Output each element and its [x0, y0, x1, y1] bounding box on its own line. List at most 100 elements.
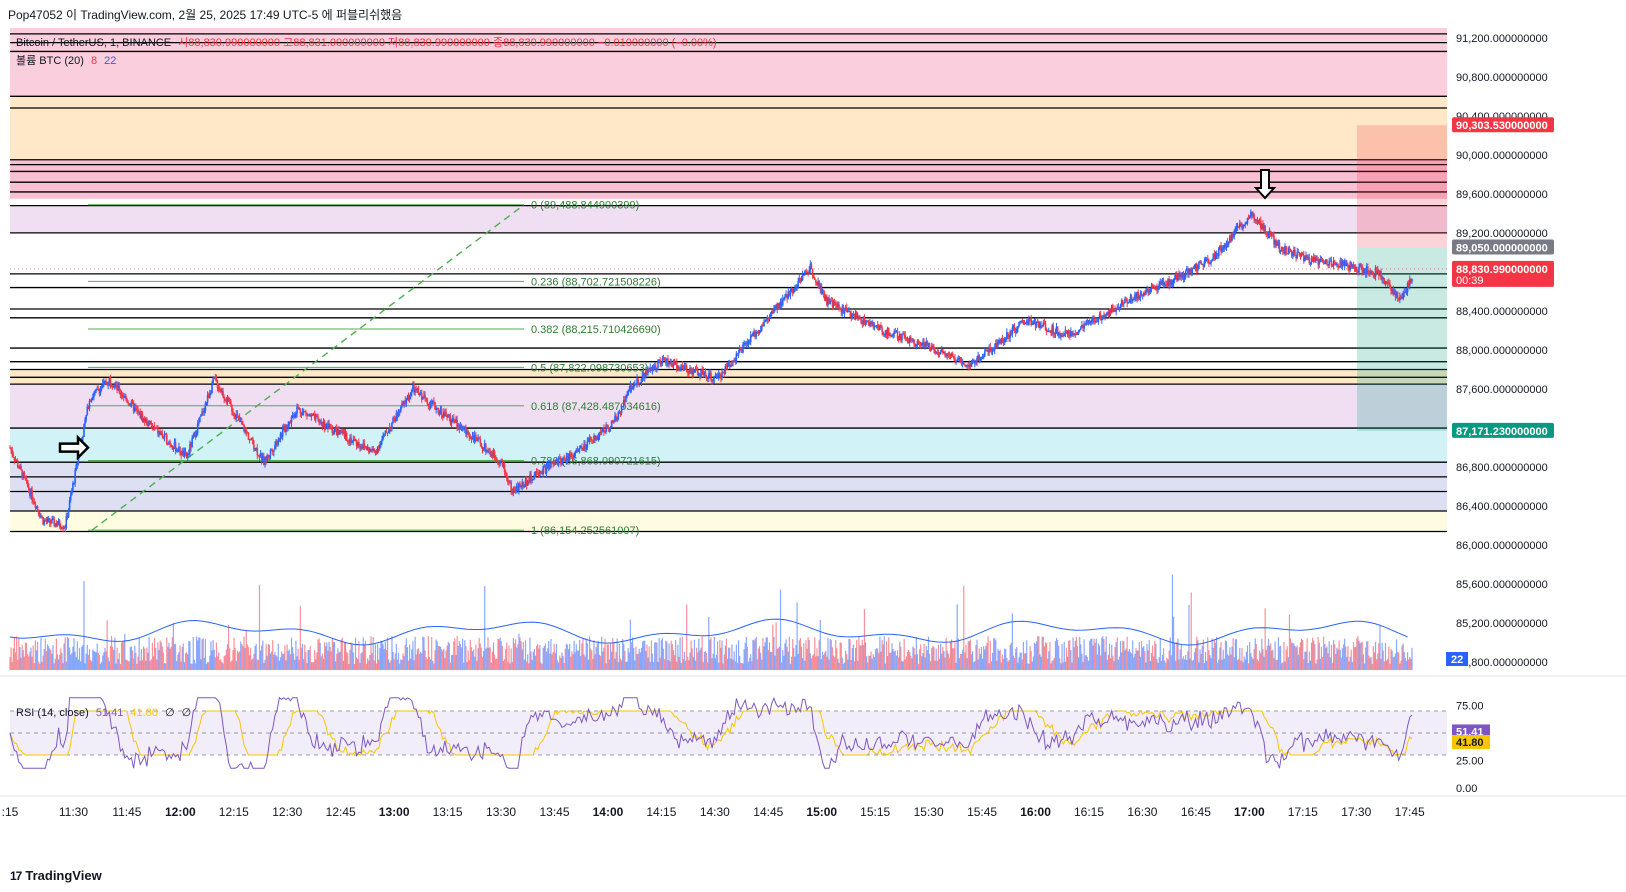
volume-bar — [1321, 656, 1324, 670]
volume-bar — [944, 657, 946, 670]
candle-body — [1328, 260, 1330, 266]
volume-bar — [1114, 647, 1116, 670]
volume-legend[interactable]: 볼륨 BTC (20) 8 22 — [16, 52, 116, 68]
candle-body — [576, 449, 579, 451]
volume-bar — [615, 652, 617, 670]
candle-body — [821, 292, 824, 295]
volume-bar — [1066, 656, 1069, 670]
volume-bar — [931, 647, 933, 670]
volume-bar — [1185, 655, 1187, 670]
volume-bar — [955, 662, 957, 670]
symbol-name[interactable]: Bitcoin / TetherUS, 1, BINANCE — [16, 37, 172, 49]
candle-body — [1086, 320, 1089, 322]
volume-bar — [1190, 592, 1192, 670]
rsi-legend[interactable]: RSI (14, close) 51.41 41.80 ∅ ∅ — [16, 706, 191, 719]
candle-body — [649, 367, 652, 370]
volume-bar — [956, 604, 958, 670]
volume-bar — [1168, 650, 1170, 670]
volume-bar — [154, 637, 156, 670]
candle-body — [851, 315, 854, 318]
volume-bar — [611, 651, 613, 670]
volume-bar — [480, 647, 482, 670]
volume-bar — [169, 648, 171, 670]
volume-bar — [34, 640, 36, 670]
candle-body — [343, 432, 346, 438]
volume-bar — [362, 637, 364, 670]
candle-body — [327, 423, 329, 429]
candle-body — [1054, 332, 1057, 335]
volume-bar — [84, 663, 86, 670]
candle-body — [66, 515, 69, 518]
volume-bar — [459, 643, 462, 670]
volume-bar — [495, 659, 497, 670]
candle-body — [254, 449, 256, 451]
candle-body — [120, 393, 123, 396]
candle-body — [1297, 251, 1300, 253]
volume-bar — [906, 651, 909, 670]
volume-bar — [616, 638, 618, 670]
volume-bar — [1199, 649, 1201, 670]
candle-body — [757, 332, 760, 334]
candle-body — [804, 271, 806, 275]
candle-body — [829, 300, 832, 304]
volume-bar — [413, 660, 415, 670]
volume-bar — [194, 663, 197, 670]
candle-body — [1118, 307, 1121, 309]
candle-body — [989, 347, 992, 349]
volume-bar — [1200, 653, 1202, 670]
volume-bar — [729, 647, 731, 670]
volume-bar — [1064, 661, 1066, 670]
candle-body — [318, 419, 320, 423]
volume-bar — [1028, 663, 1030, 670]
volume-bar — [1282, 662, 1284, 670]
volume-bar — [720, 647, 722, 670]
candle-body — [828, 297, 830, 304]
tradingview-brand[interactable]: 17 TradingView — [10, 868, 102, 883]
candle-body — [965, 365, 967, 367]
candle-body — [1363, 269, 1366, 272]
volume-bar — [1111, 644, 1113, 670]
volume-bar — [1025, 653, 1027, 670]
volume-bar — [1323, 636, 1325, 670]
candle-body — [554, 461, 557, 465]
volume-bar — [171, 637, 173, 670]
volume-bar — [756, 659, 758, 670]
candle-body — [331, 428, 334, 434]
volume-bar — [672, 650, 675, 670]
candle-body — [419, 392, 422, 396]
volume-bar — [938, 658, 941, 670]
candle-body — [247, 433, 250, 440]
candle-body — [201, 411, 203, 415]
volume-bar — [998, 650, 1000, 670]
volume-bar — [705, 653, 708, 670]
candle-body — [332, 431, 335, 434]
candle-body — [981, 357, 984, 359]
volume-bar — [1097, 643, 1100, 670]
volume-bar — [1222, 649, 1224, 670]
volume-bar — [1390, 648, 1392, 670]
volume-bar — [1073, 647, 1075, 670]
candle-body — [448, 414, 451, 417]
volume-bar — [508, 645, 510, 670]
candle-body — [1408, 279, 1411, 286]
fib-label-0.236: 0.236 (88,702.721508226) — [531, 276, 661, 288]
candle-body — [1128, 299, 1131, 303]
candle-body — [817, 281, 819, 286]
volume-bar — [838, 662, 840, 670]
candle-body — [252, 438, 254, 445]
volume-bar — [1384, 643, 1387, 670]
volume-bar — [691, 648, 693, 670]
symbol-legend[interactable]: Bitcoin / TetherUS, 1, BINANCE 시88,830.9… — [16, 34, 717, 50]
candle-body — [1056, 326, 1059, 336]
volume-bar — [1074, 640, 1076, 670]
candle-body — [504, 471, 507, 473]
candle-body — [1144, 292, 1146, 295]
volume-bar — [851, 647, 853, 670]
rsi-value: 51.41 — [95, 707, 124, 719]
volume-bar — [1262, 649, 1264, 670]
candle-body — [324, 427, 327, 429]
volume-bar — [1081, 653, 1083, 670]
volume-bar — [520, 641, 522, 670]
volume-bar — [753, 640, 755, 670]
